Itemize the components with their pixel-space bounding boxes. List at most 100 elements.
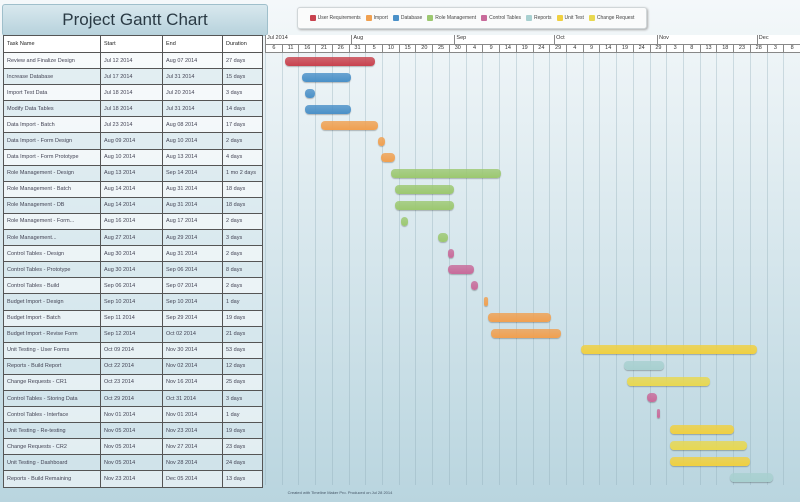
gantt-bar[interactable] [381, 152, 395, 162]
gridline [365, 53, 367, 485]
cell-duration: 2 days [222, 277, 263, 295]
legend-label: Unit Test [564, 15, 584, 21]
gantt-bar[interactable] [394, 200, 455, 210]
gantt-bar[interactable] [623, 360, 664, 370]
cell-name: Control Tables - Prototype [3, 261, 101, 279]
gantt-bar[interactable] [627, 376, 711, 386]
cell-duration: 2 days [222, 245, 263, 263]
cell-end: Nov 30 2014 [162, 341, 223, 359]
gridline [315, 53, 317, 485]
gantt-bar[interactable] [401, 216, 408, 226]
cell-end: Aug 17 2014 [162, 212, 223, 231]
cell-start: Aug 27 2014 [100, 229, 163, 247]
gantt-bar[interactable] [321, 120, 378, 130]
gantt-bar[interactable] [394, 184, 455, 194]
gantt-bar[interactable] [670, 424, 734, 434]
gridline [649, 53, 651, 485]
table-row: Control Tables - Design Aug 30 2014 Aug 31… [3, 245, 263, 263]
cell-start: Jul 23 2014 [100, 116, 163, 134]
cell-end: Nov 27 2014 [162, 438, 223, 456]
gantt-bar[interactable] [580, 344, 757, 354]
cell-duration: 13 days [222, 470, 263, 488]
table-header-row: Task Name Start End Duration [3, 35, 263, 53]
cell-name: Import Test Data [3, 84, 101, 102]
cell-name: Role Management - Form... [3, 212, 101, 231]
day-tick: 30 [448, 44, 466, 53]
legend-item: Control Tables [481, 15, 521, 21]
cell-end: Jul 20 2014 [162, 84, 223, 102]
gridline [565, 53, 567, 485]
gantt-bar[interactable] [657, 408, 661, 418]
cell-end: Nov 23 2014 [162, 422, 223, 440]
cell-start: Nov 23 2014 [100, 470, 163, 488]
gantt-bar[interactable] [447, 264, 475, 274]
cell-end: Aug 10 2014 [162, 132, 223, 150]
gantt-bar[interactable] [304, 88, 315, 98]
gantt-bar[interactable] [647, 392, 658, 402]
gantt-bar[interactable] [447, 248, 455, 258]
cell-end: Nov 02 2014 [162, 357, 223, 375]
cell-start: Aug 16 2014 [100, 212, 163, 231]
cell-duration: 1 day [222, 293, 263, 311]
cell-start: Nov 05 2014 [100, 454, 163, 472]
gantt-bar[interactable] [670, 440, 747, 450]
day-tick: 13 [699, 44, 717, 53]
gantt-bar[interactable] [377, 136, 385, 146]
month-label: Sep [454, 35, 555, 44]
cell-end: Nov 16 2014 [162, 373, 223, 391]
gantt-bar[interactable] [490, 328, 561, 338]
cell-end: Aug 31 2014 [162, 180, 223, 198]
cell-start: Aug 30 2014 [100, 245, 163, 263]
legend-label: Reports [533, 15, 552, 21]
cell-start: Oct 09 2014 [100, 341, 163, 359]
cell-name: Data Import - Form Prototype [3, 148, 101, 166]
day-tick: 28 [749, 44, 767, 53]
legend-swatch [392, 15, 399, 21]
cell-start: Aug 13 2014 [100, 164, 163, 182]
cell-name: Data Import - Batch [3, 116, 101, 134]
day-tick: 24 [532, 44, 550, 53]
gridline [515, 53, 517, 485]
gantt-bar[interactable] [471, 280, 478, 290]
day-tick: 18 [716, 44, 734, 53]
table-row: Data Import - Batch Jul 23 2014 Aug 08 201… [3, 116, 263, 134]
cell-name: Data Import - Form Design [3, 132, 101, 150]
gridline [632, 53, 634, 485]
gantt-bar[interactable] [304, 104, 352, 114]
gantt-bar[interactable] [284, 56, 375, 66]
cell-name: Role Management - Design [3, 164, 101, 182]
table-row: Review and Finalize Design Jul 12 2014 Aug… [3, 51, 263, 70]
day-tick: 23 [733, 44, 750, 53]
gantt-bar[interactable] [437, 232, 448, 242]
gantt-bar[interactable] [730, 472, 774, 482]
cell-start: Oct 22 2014 [100, 357, 163, 375]
gridline [699, 53, 701, 485]
header-task-name: Task Name [3, 35, 101, 53]
cell-start: Oct 23 2014 [100, 373, 163, 391]
gantt-bar[interactable] [484, 296, 488, 306]
month-label: Dec [756, 35, 800, 44]
table-row: Control Tables - Prototype Aug 30 2014 Sep… [3, 261, 263, 279]
gridline [716, 53, 718, 485]
gridline [281, 53, 283, 485]
gantt-bar[interactable] [301, 72, 352, 82]
day-tick: 11 [281, 44, 299, 53]
legend-label: User Requirements [317, 15, 361, 21]
cell-end: Aug 29 2014 [162, 229, 223, 247]
table-row: Control Tables - Storing Data Oct 29 2014… [3, 389, 263, 408]
table-row: Reports - Build Remaining Nov 23 2014 Dec … [3, 470, 263, 488]
cell-end: Dec 05 2014 [162, 470, 223, 488]
day-tick: 14 [599, 44, 617, 53]
table-row: Control Tables - Interface Nov 01 2014 Nov… [3, 406, 263, 424]
cell-duration: 8 days [222, 261, 263, 279]
day-tick: 24 [632, 44, 650, 53]
gantt-bar[interactable] [670, 456, 751, 466]
cell-name: Unit Testing - User Forms [3, 341, 101, 359]
cell-end: Jul 31 2014 [162, 100, 223, 118]
gantt-bar[interactable] [487, 312, 551, 322]
gantt-bar[interactable] [391, 168, 501, 178]
legend-label: Import [373, 15, 388, 21]
cell-duration: 3 days [222, 84, 263, 102]
cell-duration: 2 days [222, 132, 263, 150]
header-end: End [162, 35, 223, 53]
